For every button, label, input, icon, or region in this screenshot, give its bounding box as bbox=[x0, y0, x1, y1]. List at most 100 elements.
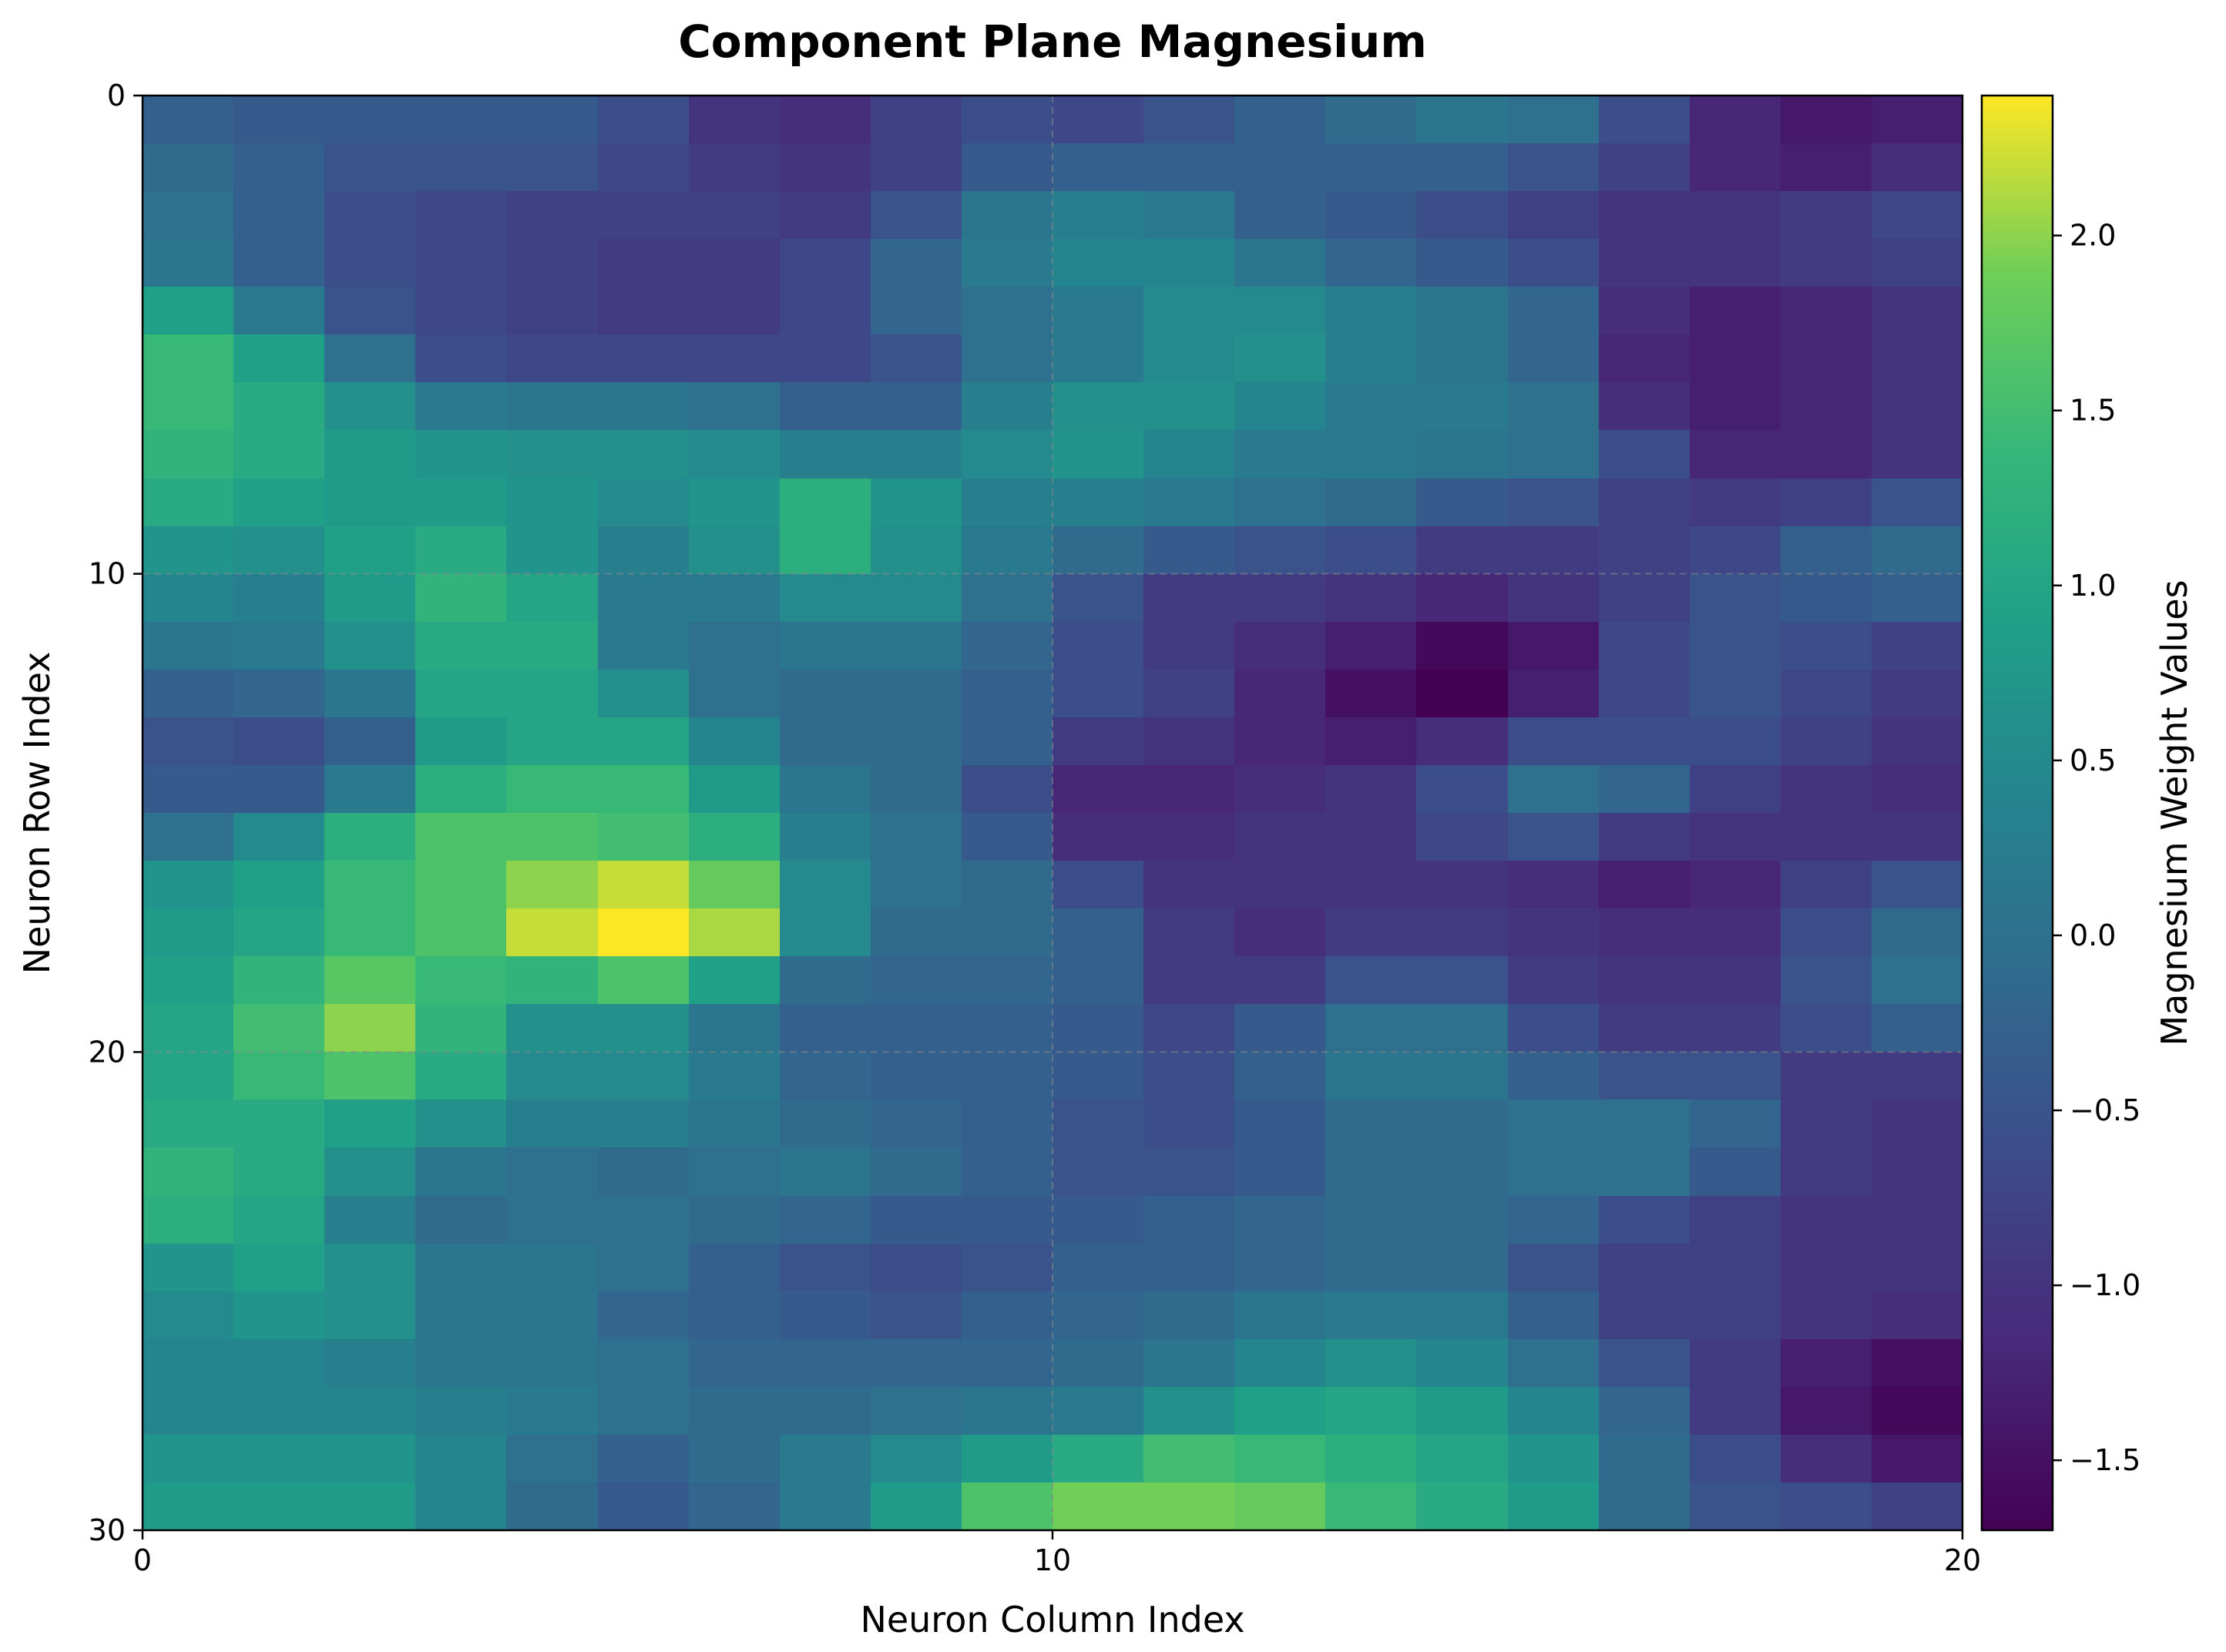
heatmap-cell bbox=[1053, 239, 1144, 287]
heatmap-cell bbox=[143, 382, 234, 431]
heatmap-cell bbox=[962, 1387, 1053, 1435]
heatmap-cell bbox=[506, 1435, 599, 1483]
y-tick-label: 30 bbox=[89, 1513, 126, 1547]
heatmap-cell bbox=[1781, 1196, 1872, 1244]
heatmap-cell bbox=[871, 1004, 962, 1053]
heatmap-cell bbox=[689, 334, 781, 383]
heatmap-cell bbox=[143, 1100, 234, 1148]
heatmap-cell bbox=[871, 143, 962, 192]
heatmap-cell bbox=[1599, 1339, 1690, 1388]
heatmap-cell bbox=[1053, 96, 1144, 144]
heatmap-cell bbox=[871, 430, 962, 479]
heatmap-cell bbox=[1508, 1196, 1600, 1244]
heatmap-cell bbox=[324, 1004, 416, 1053]
heatmap-cell bbox=[1872, 765, 1963, 814]
colorbar-tick-label: 1.5 bbox=[2070, 394, 2116, 428]
heatmap-cell bbox=[1234, 1244, 1326, 1292]
heatmap-cell bbox=[1508, 191, 1600, 240]
heatmap-cell bbox=[324, 765, 416, 814]
heatmap-cell bbox=[962, 526, 1053, 575]
heatmap-cell bbox=[1416, 813, 1509, 861]
heatmap-cell bbox=[689, 1052, 781, 1100]
heatmap-cell bbox=[324, 1339, 416, 1388]
heatmap-cell bbox=[1690, 526, 1781, 575]
heatmap-cell bbox=[1508, 1387, 1600, 1435]
heatmap-cell bbox=[598, 478, 690, 527]
heatmap-cell bbox=[1325, 1291, 1417, 1340]
heatmap-cell bbox=[1690, 1291, 1781, 1340]
heatmap-cell bbox=[324, 1291, 416, 1340]
heatmap-cell bbox=[1234, 287, 1326, 335]
heatmap-cell bbox=[1234, 813, 1326, 861]
heatmap-cell bbox=[506, 1244, 599, 1292]
heatmap-cell bbox=[1325, 430, 1417, 479]
x-tick-label: 10 bbox=[1034, 1543, 1071, 1577]
heatmap-cell bbox=[1508, 1004, 1600, 1053]
heatmap-cell bbox=[598, 430, 690, 479]
heatmap-cell bbox=[233, 908, 325, 957]
heatmap-cell bbox=[1690, 956, 1781, 1005]
heatmap-cell bbox=[506, 1196, 599, 1244]
heatmap-cell bbox=[871, 526, 962, 575]
heatmap-cell bbox=[1690, 622, 1781, 670]
heatmap-cell bbox=[1781, 956, 1872, 1005]
heatmap-cell bbox=[962, 334, 1053, 383]
heatmap-cell bbox=[1325, 622, 1417, 670]
heatmap-cell bbox=[689, 1244, 781, 1292]
heatmap-cell bbox=[233, 1435, 325, 1483]
heatmap-cell bbox=[415, 670, 507, 718]
heatmap-cell bbox=[1690, 1435, 1781, 1483]
heatmap-cell bbox=[233, 1339, 325, 1388]
heatmap-cell bbox=[233, 191, 325, 240]
heatmap-cell bbox=[1599, 1004, 1690, 1053]
heatmap-cell bbox=[1872, 1052, 1963, 1100]
heatmap-cell bbox=[1508, 813, 1600, 861]
heatmap-cell bbox=[1143, 1387, 1235, 1435]
heatmap-cell bbox=[1508, 1482, 1600, 1531]
heatmap-cell bbox=[962, 1004, 1053, 1053]
heatmap-cell bbox=[1690, 96, 1781, 144]
heatmap-cell bbox=[598, 765, 690, 814]
heatmap-cell bbox=[324, 813, 416, 861]
heatmap-cell bbox=[143, 1482, 234, 1531]
heatmap-cell bbox=[689, 1004, 781, 1053]
heatmap-cell bbox=[1690, 1387, 1781, 1435]
heatmap-cell bbox=[1053, 143, 1144, 192]
heatmap-cell bbox=[506, 526, 599, 575]
heatmap-cell bbox=[1053, 1004, 1144, 1053]
heatmap-cell bbox=[780, 1291, 871, 1340]
heatmap-cell bbox=[1690, 908, 1781, 957]
x-axis-label: Neuron Column Index bbox=[860, 1599, 1244, 1640]
heatmap-cell bbox=[415, 1052, 507, 1100]
heatmap-cell bbox=[871, 1196, 962, 1244]
heatmap-cell bbox=[1508, 1147, 1600, 1197]
heatmap-cell bbox=[415, 526, 507, 575]
heatmap-cell bbox=[1872, 287, 1963, 335]
heatmap-cell bbox=[324, 1100, 416, 1148]
heatmap-cell bbox=[415, 382, 507, 431]
heatmap-cell bbox=[143, 1147, 234, 1197]
heatmap-cell bbox=[780, 1435, 871, 1483]
heatmap-cell bbox=[1599, 96, 1690, 144]
heatmap-cell bbox=[1781, 908, 1872, 957]
heatmap-cell bbox=[143, 813, 234, 861]
heatmap-cell bbox=[415, 574, 507, 623]
heatmap-cell bbox=[1781, 574, 1872, 623]
heatmap-cell bbox=[1053, 1244, 1144, 1292]
heatmap-cell bbox=[871, 861, 962, 909]
heatmap-cell bbox=[1872, 1291, 1963, 1340]
heatmap-cell bbox=[324, 1147, 416, 1197]
heatmap-cell bbox=[689, 478, 781, 527]
heatmap-cell bbox=[689, 1435, 781, 1483]
y-tick-label: 0 bbox=[107, 79, 126, 112]
heatmap-cell bbox=[1416, 96, 1509, 144]
heatmap-cell bbox=[1599, 478, 1690, 527]
heatmap-cell bbox=[689, 956, 781, 1005]
heatmap-cell bbox=[1053, 1291, 1144, 1340]
heatmap-cell bbox=[780, 191, 871, 240]
heatmap-cell bbox=[1508, 861, 1600, 909]
heatmap-cell bbox=[1599, 526, 1690, 575]
heatmap-cell bbox=[324, 96, 416, 144]
colorbar-tick-label: 0.0 bbox=[2070, 918, 2116, 952]
colorbar-tick-label: −1.5 bbox=[2070, 1443, 2140, 1477]
